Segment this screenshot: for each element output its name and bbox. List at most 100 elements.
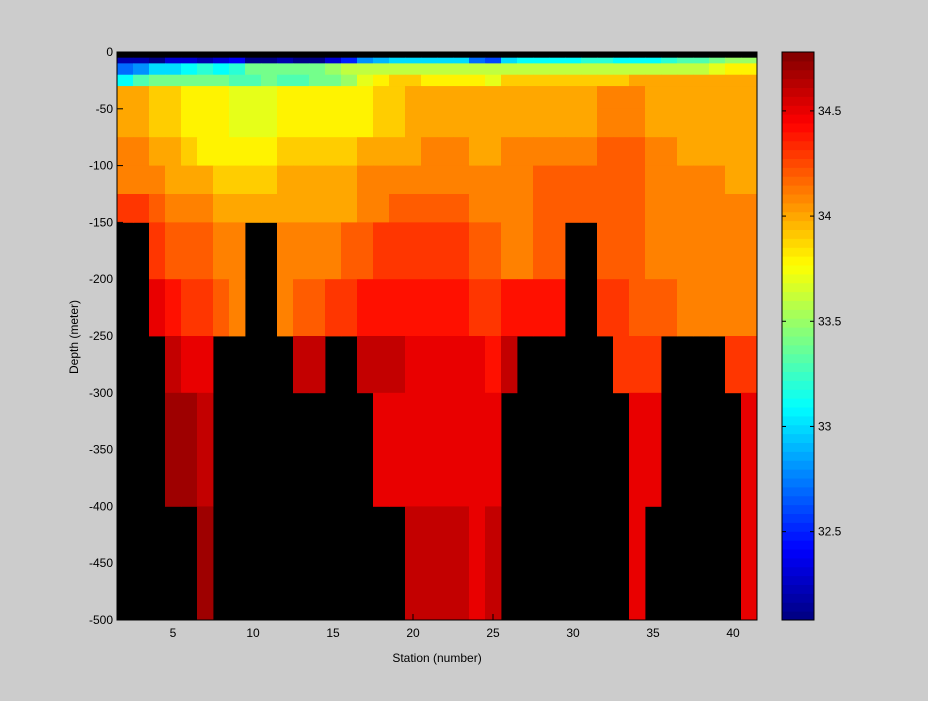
heatmap-cell [629, 506, 646, 621]
heatmap-cell [453, 63, 470, 76]
heatmap-cell [181, 336, 198, 394]
heatmap-cell [645, 63, 662, 76]
heatmap-cell [453, 336, 470, 394]
heatmap-cell [165, 57, 182, 64]
heatmap-cell [661, 137, 678, 166]
heatmap-cell [581, 74, 598, 87]
heatmap-cell [421, 392, 438, 507]
heatmap-cell [629, 336, 646, 394]
heatmap-cell [629, 86, 646, 110]
heatmap-cell [165, 165, 182, 195]
heatmap-cell [197, 194, 214, 223]
heatmap-cell [229, 57, 246, 64]
heatmap-cell [517, 86, 534, 110]
heatmap-cell [421, 63, 438, 76]
heatmap-cell [133, 63, 150, 76]
heatmap-cell [741, 165, 758, 195]
heatmap-cell [629, 392, 646, 507]
heatmap-cell [485, 137, 502, 166]
heatmap-cell [677, 165, 694, 195]
x-tick-label: 40 [726, 626, 740, 640]
heatmap-cell [613, 194, 630, 223]
heatmap-cell [149, 74, 166, 87]
heatmap-cell [485, 74, 502, 87]
heatmap-cell [693, 165, 710, 195]
heatmap-cell [277, 194, 294, 223]
heatmap-cell [309, 137, 326, 166]
colorbar-segment [782, 469, 814, 479]
heatmap-cell [165, 222, 182, 280]
colorbar-segment [782, 247, 814, 257]
colorbar-frame [781, 51, 815, 621]
heatmap-cell [501, 137, 518, 166]
heatmap-cell [725, 279, 742, 337]
y-tick-label: -150 [89, 215, 113, 229]
colorbar-segment [782, 495, 814, 506]
heatmap-cell [661, 57, 678, 64]
heatmap-cell [485, 57, 502, 64]
heatmap-cell [661, 165, 678, 195]
heatmap-cell [277, 279, 294, 337]
heatmap-cell [741, 279, 758, 337]
colorbar-segment [782, 584, 814, 594]
heatmap-cell [661, 74, 678, 87]
heatmap-cell [245, 57, 262, 64]
colorbar-segment [782, 451, 814, 461]
heatmap-cell [661, 279, 678, 337]
colorbar-segment [782, 327, 814, 337]
heatmap-cell [117, 137, 134, 166]
heatmap-cell [389, 165, 406, 195]
heatmap-cell [357, 108, 374, 138]
heatmap-cell [309, 222, 326, 280]
heatmap-cell [677, 63, 694, 76]
heatmap-cell [437, 506, 454, 621]
colorbar-segment [782, 131, 814, 142]
heatmap-cell [309, 86, 326, 110]
heatmap-cell [133, 165, 150, 195]
heatmap-cell [677, 86, 694, 110]
heatmap-cell [165, 108, 182, 138]
colorbar-segment [782, 265, 814, 275]
heatmap-cell [325, 279, 342, 337]
y-tick-label: -100 [89, 159, 113, 173]
colorbar-segment [782, 167, 814, 177]
heatmap-cell [741, 86, 758, 110]
heatmap-cell [149, 137, 166, 166]
heatmap-cell [597, 279, 614, 337]
heatmap-cell [693, 108, 710, 138]
heatmap-cell [469, 194, 486, 223]
heatmap-cell [373, 74, 390, 87]
heatmap-cell [629, 57, 646, 64]
heatmap-cell [293, 165, 310, 195]
heatmap-cell [213, 86, 230, 110]
heatmap-cell [437, 194, 454, 223]
colorbar-tick-label: 34.5 [818, 104, 842, 118]
heatmap-cell [389, 194, 406, 223]
heatmap-cell [581, 194, 598, 223]
colorbar-segment [782, 158, 814, 168]
heatmap-cell [293, 279, 310, 337]
heatmap-cell [373, 86, 390, 110]
colorbar-segment [782, 291, 814, 302]
heatmap-cell [133, 108, 150, 138]
colorbar-segment [782, 202, 814, 213]
heatmap-cell [517, 63, 534, 76]
heatmap-cell [245, 108, 262, 138]
heatmap-cell [341, 279, 358, 337]
colorbar-segment [782, 336, 814, 346]
colorbar-segment [782, 478, 814, 488]
x-tick-label: 20 [406, 626, 420, 640]
heatmap-cell [325, 194, 342, 223]
heatmap-cell [437, 137, 454, 166]
heatmap-cell [453, 74, 470, 87]
heatmap-cell [421, 165, 438, 195]
heatmap-cell [373, 279, 390, 337]
heatmap-cell [197, 63, 214, 76]
heatmap-cell [197, 392, 214, 507]
heatmap-cell [133, 74, 150, 87]
heatmap-cell [181, 86, 198, 110]
heatmap-cell [277, 222, 294, 280]
heatmap-cell [437, 108, 454, 138]
heatmap-cell [645, 222, 662, 280]
heatmap-cell [453, 137, 470, 166]
